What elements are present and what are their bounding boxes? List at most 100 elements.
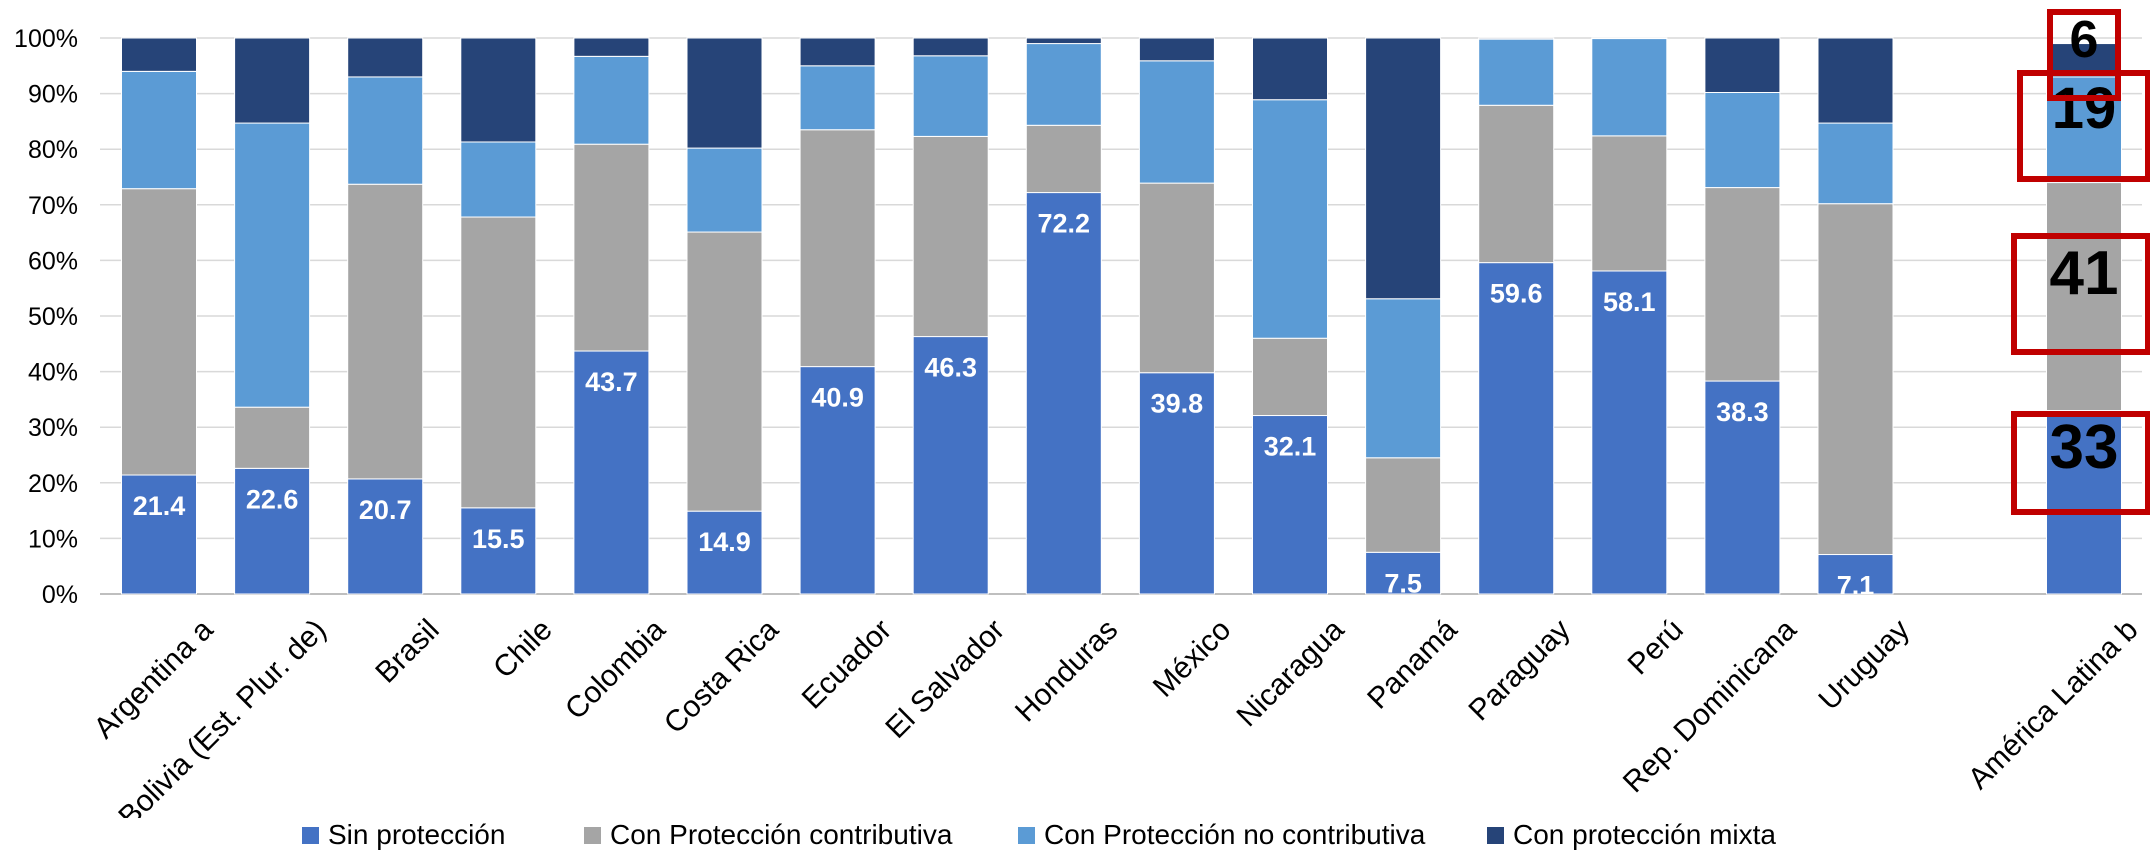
- data-label: 46.3: [924, 353, 977, 383]
- bar-segment: [686, 231, 763, 512]
- bar-segment: [686, 510, 763, 595]
- data-label: 32.1: [1264, 432, 1317, 462]
- bar-segment: [573, 37, 650, 57]
- callout-value: 6: [2070, 11, 2099, 69]
- legend-label: Con Protección no contributiva: [1044, 819, 1426, 850]
- bar-segment: [1025, 124, 1102, 194]
- data-label: 20.7: [359, 495, 412, 525]
- bar-segment: [686, 37, 763, 149]
- bar-segment: [2046, 182, 2122, 412]
- y-tick-label: 40%: [28, 359, 78, 387]
- bar-segment: [1252, 415, 1328, 595]
- bar-segment: [1252, 337, 1328, 417]
- callout-value: 19: [2052, 76, 2117, 141]
- legend-item: Con Protección contributiva: [584, 818, 952, 852]
- bar-segment: [1478, 262, 1555, 595]
- x-tick-label: Perú: [1622, 613, 1690, 681]
- legend-swatch: [1487, 826, 1504, 844]
- bar-segment: [460, 507, 537, 595]
- data-label: 7.5: [1384, 568, 1422, 598]
- bar-segment: [1138, 37, 1215, 62]
- bar-segment: [460, 141, 537, 218]
- bar-segment: [460, 37, 537, 143]
- data-label: 15.5: [472, 524, 525, 554]
- x-tick-label: Paraguay: [1463, 613, 1577, 727]
- y-tick-label: 10%: [28, 525, 78, 553]
- bar-segment: [1478, 104, 1555, 264]
- bar-segment: [1591, 135, 1668, 272]
- x-tick-label: Nicaragua: [1230, 613, 1350, 733]
- legend-swatch: [1018, 826, 1035, 844]
- bar-segment: [1704, 91, 1781, 189]
- bar-segment: [1591, 38, 1668, 137]
- bar-segment: [573, 55, 650, 145]
- bars: [121, 37, 2122, 595]
- y-tick-label: 90%: [28, 81, 78, 109]
- bar-segment: [1817, 554, 1894, 595]
- x-tick-label: Colombia: [559, 613, 672, 726]
- legend-swatch: [302, 826, 319, 844]
- bar-segment: [1138, 60, 1215, 184]
- bar-segment: [121, 474, 197, 595]
- x-tick-label: México: [1147, 613, 1238, 704]
- bar-segment: [460, 216, 537, 509]
- x-tick-label: Panamá: [1361, 613, 1464, 716]
- data-label: 72.2: [1038, 209, 1091, 239]
- legend-label: Con Protección contributiva: [610, 819, 953, 850]
- bar-segment: [1817, 203, 1894, 556]
- data-label: 14.9: [698, 527, 751, 557]
- legend-swatch: [584, 826, 601, 844]
- callout-box: [2011, 411, 2150, 515]
- x-tick-label: Bolivia (Est. Plur. de): [112, 613, 332, 818]
- callout-box: [2011, 233, 2150, 355]
- x-tick-label: Uruguay: [1812, 613, 1916, 717]
- bar-segment: [686, 147, 763, 233]
- bar-segment: [121, 37, 197, 72]
- bar-segment: [1591, 37, 1668, 40]
- data-label: 22.6: [246, 484, 299, 514]
- bar-segment: [1138, 182, 1215, 374]
- bar-segment: [1365, 37, 1442, 300]
- bar-segment: [347, 37, 424, 78]
- bar-segment: [799, 65, 876, 131]
- callout-boxes: 33 41 19 6: [2011, 9, 2150, 515]
- bar-segment: [912, 336, 989, 595]
- y-tick-label: 80%: [28, 136, 78, 164]
- stacked-bar-chart: 0% 10% 20% 30% 40% 50% 60% 70% 80% 90% 100% 21.4 22…: [14, 9, 2150, 818]
- bar-segment: [573, 350, 650, 595]
- bar-segment: [1365, 551, 1442, 595]
- bar-segment: [1478, 38, 1555, 106]
- bar-segment: [1704, 187, 1781, 382]
- x-tick-label: Chile: [487, 613, 559, 685]
- bar-segment: [1817, 122, 1894, 205]
- y-tick-label: 0%: [42, 581, 78, 609]
- bar-segment: [912, 135, 989, 338]
- bar-segment: [799, 129, 876, 368]
- bar-segment: [1817, 37, 1894, 124]
- y-tick-label: 100%: [14, 25, 78, 53]
- bar-segment: [1365, 298, 1442, 459]
- x-tick-label: Brasil: [369, 613, 445, 689]
- legend-item: Con Protección no contributiva: [1018, 818, 1425, 852]
- bar-segment: [2046, 76, 2122, 184]
- bar-segment: [1704, 380, 1781, 595]
- bar-segment: [1025, 192, 1102, 595]
- callout-box: [2017, 70, 2150, 182]
- bar-segment: [121, 70, 197, 190]
- y-tick-label: 60%: [28, 247, 78, 275]
- y-axis: 0% 10% 20% 30% 40% 50% 60% 70% 80% 90% 100%: [14, 25, 2142, 609]
- data-label: 58.1: [1603, 287, 1656, 317]
- bar-segment: [347, 76, 424, 185]
- x-tick-label: Costa Rica: [658, 613, 785, 740]
- bar-segment: [1252, 99, 1328, 339]
- bar-segment: [1025, 37, 1102, 45]
- callout-value: 41: [2050, 239, 2119, 308]
- bar-segment: [234, 122, 311, 408]
- bar-segment: [2046, 410, 2122, 595]
- x-tick-label: Honduras: [1009, 613, 1124, 728]
- x-tick-label: El Salvador: [879, 613, 1011, 745]
- bar-segment: [121, 188, 197, 476]
- bar-segment: [1252, 37, 1328, 101]
- data-label: 38.3: [1716, 397, 1769, 427]
